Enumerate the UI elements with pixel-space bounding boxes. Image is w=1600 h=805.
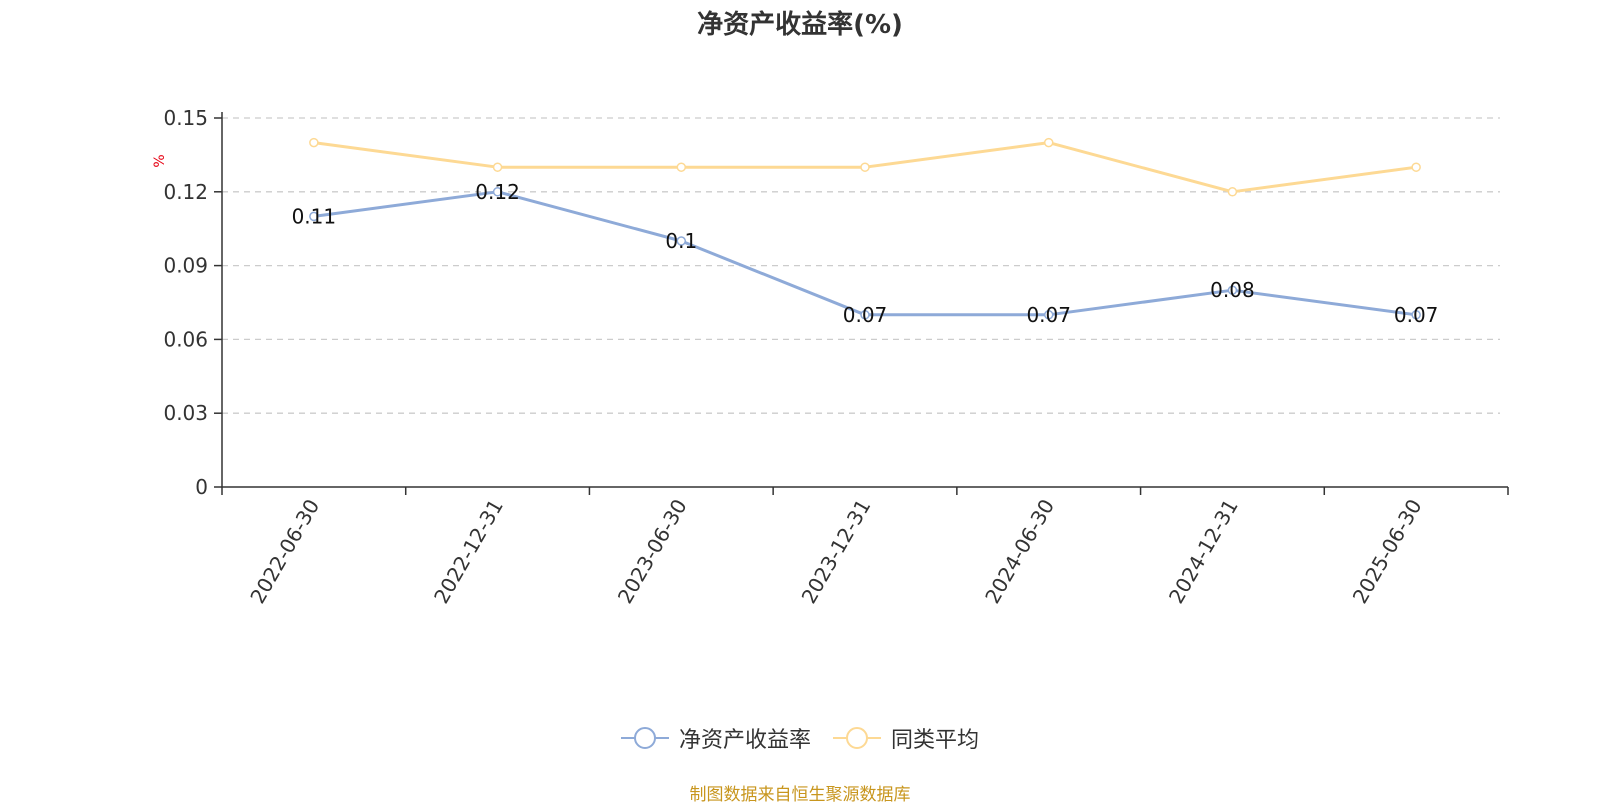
x-tick-label: 2023-12-31	[796, 495, 875, 608]
data-label: 0.1	[665, 229, 697, 253]
grid-lines	[222, 117, 1500, 414]
data-point-peer-average	[1227, 187, 1238, 197]
y-tick-label: 0.12	[163, 180, 208, 204]
data-label: 0.07	[843, 303, 888, 327]
x-tick-label: 2022-06-30	[245, 495, 324, 608]
axes	[221, 112, 1508, 488]
y-tick-label: 0.06	[163, 327, 208, 351]
y-axis-unit-label: %	[152, 154, 168, 167]
legend-label-peer-average: 同类平均	[891, 728, 980, 753]
x-tick-label: 2024-06-30	[980, 495, 1059, 608]
data-point-roe	[1043, 310, 1054, 320]
data-label: 0.08	[1210, 278, 1255, 302]
y-tick-label: 0.09	[163, 254, 208, 278]
x-tick-label: 2022-12-31	[429, 495, 508, 608]
data-label: 0.07	[1394, 303, 1439, 327]
x-tick-label: 2023-06-30	[613, 495, 692, 608]
data-label: 0.07	[1026, 303, 1071, 327]
data-point-peer-average	[1043, 137, 1054, 148]
data-point-peer-average	[860, 162, 870, 172]
data-labels: 0.11 0.12 0.1 0.07 0.07 0.08 0.07	[292, 180, 1439, 327]
data-point-peer-average	[676, 162, 687, 172]
x-tick-label: 2024-12-31	[1164, 495, 1243, 608]
legend: 净资产收益率 同类平均	[0, 722, 1600, 754]
data-point-roe	[492, 187, 503, 197]
chart-title: 净资产收益率(%)	[697, 10, 903, 40]
data-point-peer-average	[492, 162, 503, 172]
y-axis-ticks: 0 0.03 0.06 0.09 0.12 0.15	[163, 106, 222, 499]
data-label: 0.11	[292, 204, 337, 228]
y-tick-label: 0.03	[163, 401, 208, 425]
data-point-roe	[1411, 310, 1421, 320]
y-tick-label: 0.15	[163, 106, 208, 130]
source-note: 制图数据来自恒生聚源数据库	[689, 785, 911, 805]
legend-swatch-roe	[620, 726, 669, 750]
data-label: 0.12	[475, 180, 520, 204]
x-axis-ticks: 2022-06-30 2022-12-31 2023-06-30 2023-12-31…	[221, 487, 1509, 608]
legend-label-roe: 净资产收益率	[678, 728, 811, 753]
y-tick-label: 0	[195, 475, 208, 499]
legend-item-roe[interactable]: 净资产收益率	[620, 722, 811, 754]
legend-swatch-peer-average	[833, 726, 881, 750]
data-point-roe	[860, 310, 870, 320]
series-lines	[309, 137, 1421, 320]
x-tick-label: 2025-06-30	[1348, 495, 1427, 608]
data-point-roe	[676, 236, 687, 246]
legend-item-peer-average[interactable]: 同类平均	[833, 722, 979, 754]
data-point-roe	[309, 211, 319, 222]
data-point-roe	[1227, 285, 1238, 295]
data-point-peer-average	[1411, 162, 1421, 172]
data-point-peer-average	[309, 137, 319, 148]
